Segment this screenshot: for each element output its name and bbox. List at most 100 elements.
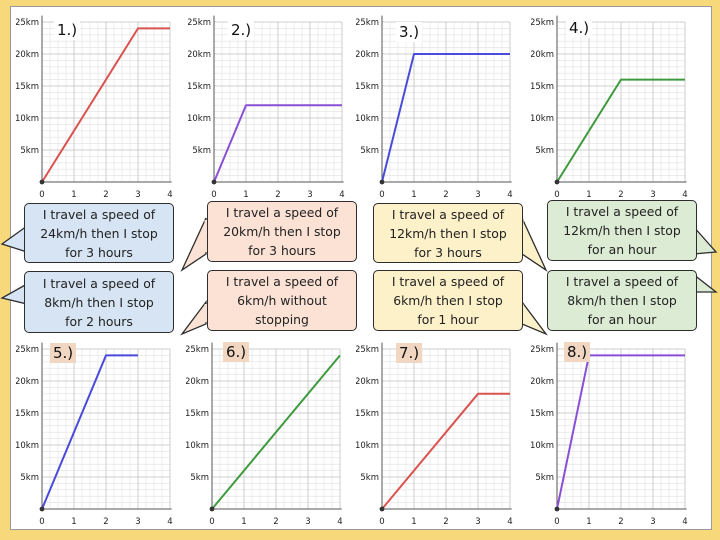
y-tick-label: 15km [531, 82, 554, 92]
y-tick-label: 5km [20, 146, 39, 156]
graph-svg: 5km 10km 15km 20km 25km 0 1 2 3 4 [16, 15, 173, 200]
y-tick-label: 20km [186, 377, 209, 387]
x-tick-label: 4 [337, 517, 342, 527]
y-tick-label: 25km [531, 345, 554, 355]
y-tick-label: 20km [16, 377, 39, 387]
graph-number-6: 6.) [223, 342, 250, 362]
y-tick-label: 25km [531, 18, 554, 28]
journey-line [41, 27, 170, 183]
x-tick-label: 1 [71, 190, 76, 200]
graph-number-2: 2.) [228, 20, 255, 40]
graph-1: 5km 10km 15km 20km 25km 0 1 2 3 4 [16, 8, 188, 203]
x-tick-label: 0 [379, 517, 384, 527]
y-tick-label: 20km [531, 50, 554, 60]
journey-line [381, 392, 510, 510]
origin-point [554, 506, 560, 512]
bubble-tail-5 [180, 217, 208, 272]
statement-line: I travel a speed of [565, 204, 679, 219]
y-tick-label: 5km [192, 146, 211, 156]
y-tick-label: 5km [360, 146, 379, 156]
graph-number-3: 3.) [396, 22, 423, 42]
x-tick-label: 1 [241, 517, 246, 527]
statement-line: I travel a speed of [42, 206, 156, 222]
y-tick-label: 5km [190, 473, 209, 483]
graph-number-4: 4.) [566, 18, 593, 38]
y-tick-label: 25km [16, 345, 39, 355]
x-tick-label: 0 [39, 517, 44, 527]
y-tick-label: 15km [531, 409, 554, 419]
x-tick-label: 3 [135, 517, 140, 527]
x-tick-label: 1 [411, 190, 416, 200]
y-tick-label: 10km [16, 114, 39, 124]
origin-point [209, 506, 215, 512]
x-tick-label: 2 [275, 190, 280, 200]
y-tick-label: 25km [356, 18, 379, 28]
graph-4: 5km 10km 15km 20km 25km 0 1 2 3 4 [531, 8, 703, 203]
x-tick-label: 2 [618, 517, 623, 527]
x-tick-label: 3 [650, 517, 655, 527]
y-tick-label: 20km [16, 50, 39, 60]
statement-line: 24km/h then I stop [40, 225, 158, 241]
y-tick-label: 15km [356, 409, 379, 419]
x-tick-label: 0 [554, 190, 559, 200]
statement-line: I travel a speed of [225, 274, 339, 289]
statement-line: for an hour [587, 312, 657, 327]
journey-line [381, 53, 510, 183]
statement-line: for 1 hour [417, 312, 479, 327]
y-tick-label: 25km [188, 18, 211, 28]
graph-2: 5km 10km 15km 20km 25km 0 1 2 3 4 [188, 8, 360, 203]
statement-line: I travel a speed of [225, 205, 339, 220]
origin-point [554, 179, 560, 185]
y-tick-label: 15km [16, 409, 39, 419]
statement-6: I travel a speed of 6km/h without stopping [207, 270, 357, 331]
journey-line [556, 78, 685, 183]
statement-line: I travel a speed of [391, 274, 505, 289]
x-tick-label: 4 [682, 517, 687, 527]
graph-6: 5km 10km 15km 20km 25km 0 1 2 3 4 [186, 335, 358, 530]
x-tick-label: 2 [273, 517, 278, 527]
graph-svg: 5km 10km 15km 20km 25km 0 1 2 3 4 [356, 15, 513, 200]
statement-line: stopping [255, 312, 309, 327]
x-tick-label: 3 [475, 190, 480, 200]
x-tick-label: 1 [586, 517, 591, 527]
statement-line: 8km/h then I stop [44, 294, 154, 310]
x-tick-label: 0 [39, 190, 44, 200]
y-tick-label: 20km [356, 377, 379, 387]
y-tick-label: 10km [531, 114, 554, 124]
y-tick-label: 15km [16, 82, 39, 92]
worksheet-frame [10, 6, 712, 530]
x-tick-label: 2 [443, 190, 448, 200]
journey-line [41, 354, 138, 510]
y-tick-label: 5km [360, 473, 379, 483]
y-tick-label: 20km [531, 377, 554, 387]
x-tick-label: 4 [167, 517, 172, 527]
x-tick-label: 4 [339, 190, 344, 200]
graph-svg: 5km 10km 15km 20km 25km 0 1 2 3 4 [356, 342, 513, 527]
graph-svg: 5km 10km 15km 20km 25km 0 1 2 3 4 [531, 15, 688, 200]
statement-line: I travel a speed of [391, 206, 505, 222]
graph-svg: 5km 10km 15km 20km 25km 0 1 2 3 4 [16, 342, 173, 527]
x-tick-label: 2 [443, 517, 448, 527]
y-tick-label: 20km [356, 50, 379, 60]
origin-point [39, 506, 45, 512]
x-tick-label: 3 [475, 517, 480, 527]
graph-number-1: 1.) [54, 20, 81, 40]
y-tick-label: 5km [535, 146, 554, 156]
graph-svg: 5km 10km 15km 20km 25km 0 1 2 3 4 [186, 342, 343, 527]
x-tick-label: 1 [586, 190, 591, 200]
y-tick-label: 10km [356, 114, 379, 124]
graph-svg: 5km 10km 15km 20km 25km 0 1 2 3 4 [188, 15, 345, 200]
x-tick-label: 3 [135, 190, 140, 200]
x-tick-label: 0 [211, 190, 216, 200]
graph-7: 5km 10km 15km 20km 25km 0 1 2 3 4 [356, 335, 528, 530]
y-tick-label: 5km [535, 473, 554, 483]
statement-line: I travel a speed of [565, 274, 679, 289]
origin-point [39, 179, 45, 185]
y-tick-label: 10km [186, 441, 209, 451]
x-tick-label: 3 [307, 190, 312, 200]
x-tick-label: 1 [71, 517, 76, 527]
x-tick-label: 2 [103, 517, 108, 527]
x-tick-label: 4 [507, 190, 512, 200]
x-tick-label: 4 [167, 190, 172, 200]
graph-number-8: 8.) [564, 342, 591, 362]
